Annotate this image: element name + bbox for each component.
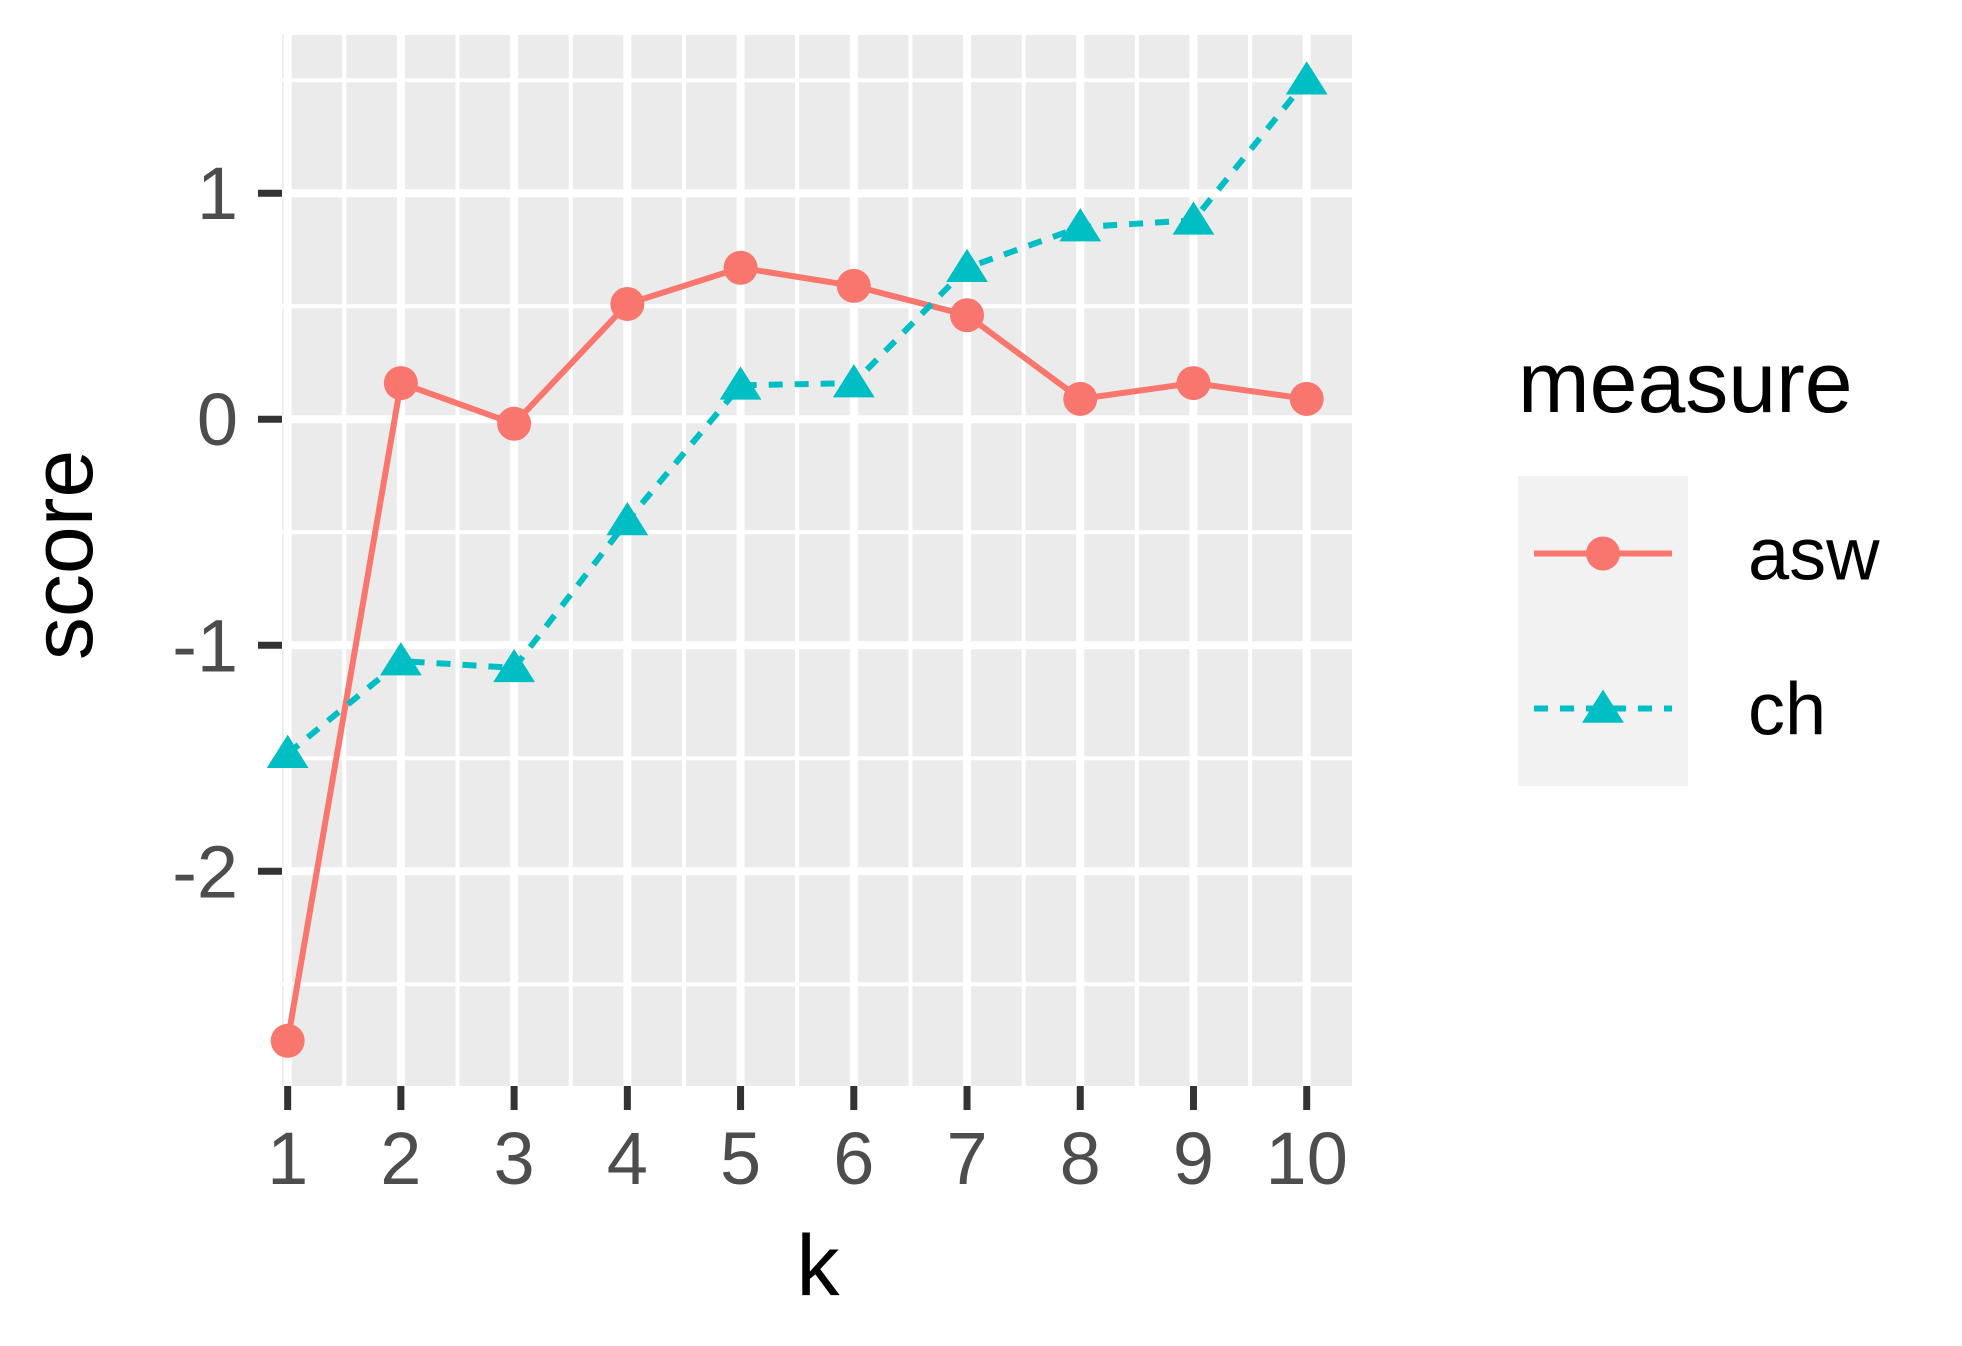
y-tick-label: -1 (172, 604, 238, 687)
x-tick-label: 4 (607, 1117, 648, 1200)
legend-label: ch (1748, 668, 1826, 751)
data-point-asw (836, 268, 871, 303)
legend: measure asw ch (1518, 335, 1880, 786)
legend-label: asw (1748, 513, 1880, 596)
legend-title: measure (1518, 335, 1853, 431)
series-ch (266, 61, 1328, 768)
x-tick-label: 8 (1060, 1117, 1101, 1200)
panel-background (282, 35, 1352, 1086)
legend-key-marker (1582, 689, 1624, 723)
data-point-asw (1176, 366, 1211, 401)
x-tick-label: 1 (267, 1117, 308, 1200)
y-tick-label: 1 (197, 152, 238, 235)
series-line-ch (285, 78, 1310, 757)
plot-panel (282, 35, 1352, 1086)
data-point-ch (606, 501, 649, 536)
legend-key-marker (1586, 536, 1620, 571)
data-point-asw (1289, 381, 1324, 416)
x-tick-label: 9 (1173, 1117, 1214, 1200)
x-tick-label: 6 (833, 1117, 874, 1200)
data-point-asw (383, 366, 418, 401)
data-point-ch (832, 364, 875, 398)
x-tick-label: 3 (494, 1117, 535, 1200)
data-point-ch (1059, 208, 1102, 242)
x-tick-label: 7 (946, 1117, 987, 1200)
data-point-ch (1172, 201, 1215, 235)
data-point-asw (497, 406, 532, 441)
series-asw (270, 250, 1324, 1058)
x-axis: 1 2 3 4 5 6 7 8 9 10 (267, 1086, 1348, 1200)
data-point-ch (719, 366, 762, 400)
y-tick-label: 0 (197, 378, 238, 461)
data-point-ch (946, 248, 988, 283)
x-axis-label: k (797, 1218, 841, 1314)
y-axis: -2 -1 0 1 (172, 152, 282, 913)
series-layer (266, 61, 1328, 1058)
legend-item-ch: ch (1518, 631, 1826, 786)
data-point-asw (950, 298, 985, 333)
data-point-asw (723, 250, 758, 285)
data-point-ch (379, 642, 422, 676)
series-line-asw (284, 264, 1308, 1042)
data-point-ch (266, 734, 309, 768)
data-point-asw (1063, 381, 1098, 416)
y-axis-label: score (15, 450, 111, 660)
data-point-ch (1285, 61, 1328, 95)
data-point-asw (610, 286, 645, 321)
x-tick-label: 10 (1266, 1117, 1348, 1200)
legend-item-asw: asw (1518, 476, 1880, 631)
x-tick-label: 5 (720, 1117, 761, 1200)
data-point-ch (493, 648, 536, 683)
data-point-asw (270, 1023, 305, 1058)
x-tick-label: 2 (380, 1117, 421, 1200)
y-tick-label: -2 (172, 830, 238, 913)
